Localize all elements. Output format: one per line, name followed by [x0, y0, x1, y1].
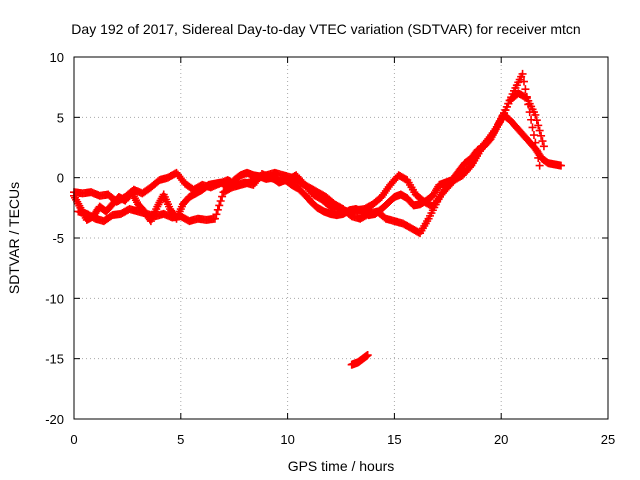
data-point [525, 108, 534, 117]
data-point [524, 100, 533, 109]
grid-lines [74, 57, 608, 419]
data-point [537, 131, 546, 140]
x-tick-label: 25 [601, 432, 615, 447]
data-point [529, 131, 538, 140]
series-track-a [70, 110, 566, 226]
data-point [522, 92, 531, 101]
data-point [557, 161, 566, 170]
data-point [519, 77, 528, 86]
data-point [212, 210, 221, 219]
y-tick-label: -10 [45, 291, 64, 306]
data-point [532, 146, 541, 155]
data-point [518, 69, 527, 78]
y-tick-label: 5 [57, 110, 64, 125]
data-point [535, 161, 544, 170]
data-point [534, 153, 543, 162]
data-point [531, 110, 540, 119]
series-isolated-segment [347, 351, 372, 369]
x-tick-label: 20 [494, 432, 508, 447]
y-tick-label: -20 [45, 412, 64, 427]
data-point [535, 126, 544, 135]
data-points [70, 69, 566, 369]
data-point [215, 201, 224, 210]
data-point [539, 142, 548, 151]
x-tick-label: 5 [177, 432, 184, 447]
data-point [527, 115, 536, 124]
data-point [534, 121, 543, 130]
y-axis-label: SDTVAR / TECUs [6, 182, 22, 294]
x-axis-label: GPS time / hours [288, 458, 395, 474]
data-point [538, 137, 547, 146]
x-tick-label: 15 [387, 432, 401, 447]
series-track-c [74, 69, 544, 238]
data-point [528, 123, 537, 132]
y-tick-label: -5 [52, 231, 64, 246]
data-point [531, 138, 540, 147]
y-tick-label: -15 [45, 352, 64, 367]
data-point [521, 85, 530, 94]
y-tick-label: 0 [57, 171, 64, 186]
data-point [213, 205, 222, 214]
x-tick-label: 10 [280, 432, 294, 447]
data-point [210, 214, 219, 223]
x-tick-label: 0 [70, 432, 77, 447]
data-point [218, 192, 227, 201]
y-tick-label: 10 [50, 50, 64, 65]
data-point [465, 163, 474, 172]
axis-ticks: 0 5 10 15 20 25 -20 -15 -10 -5 0 5 10 [45, 50, 615, 447]
chart-title: Day 192 of 2017, Sidereal Day-to-day VTE… [71, 21, 580, 37]
data-point [363, 351, 372, 360]
data-point [216, 196, 225, 205]
